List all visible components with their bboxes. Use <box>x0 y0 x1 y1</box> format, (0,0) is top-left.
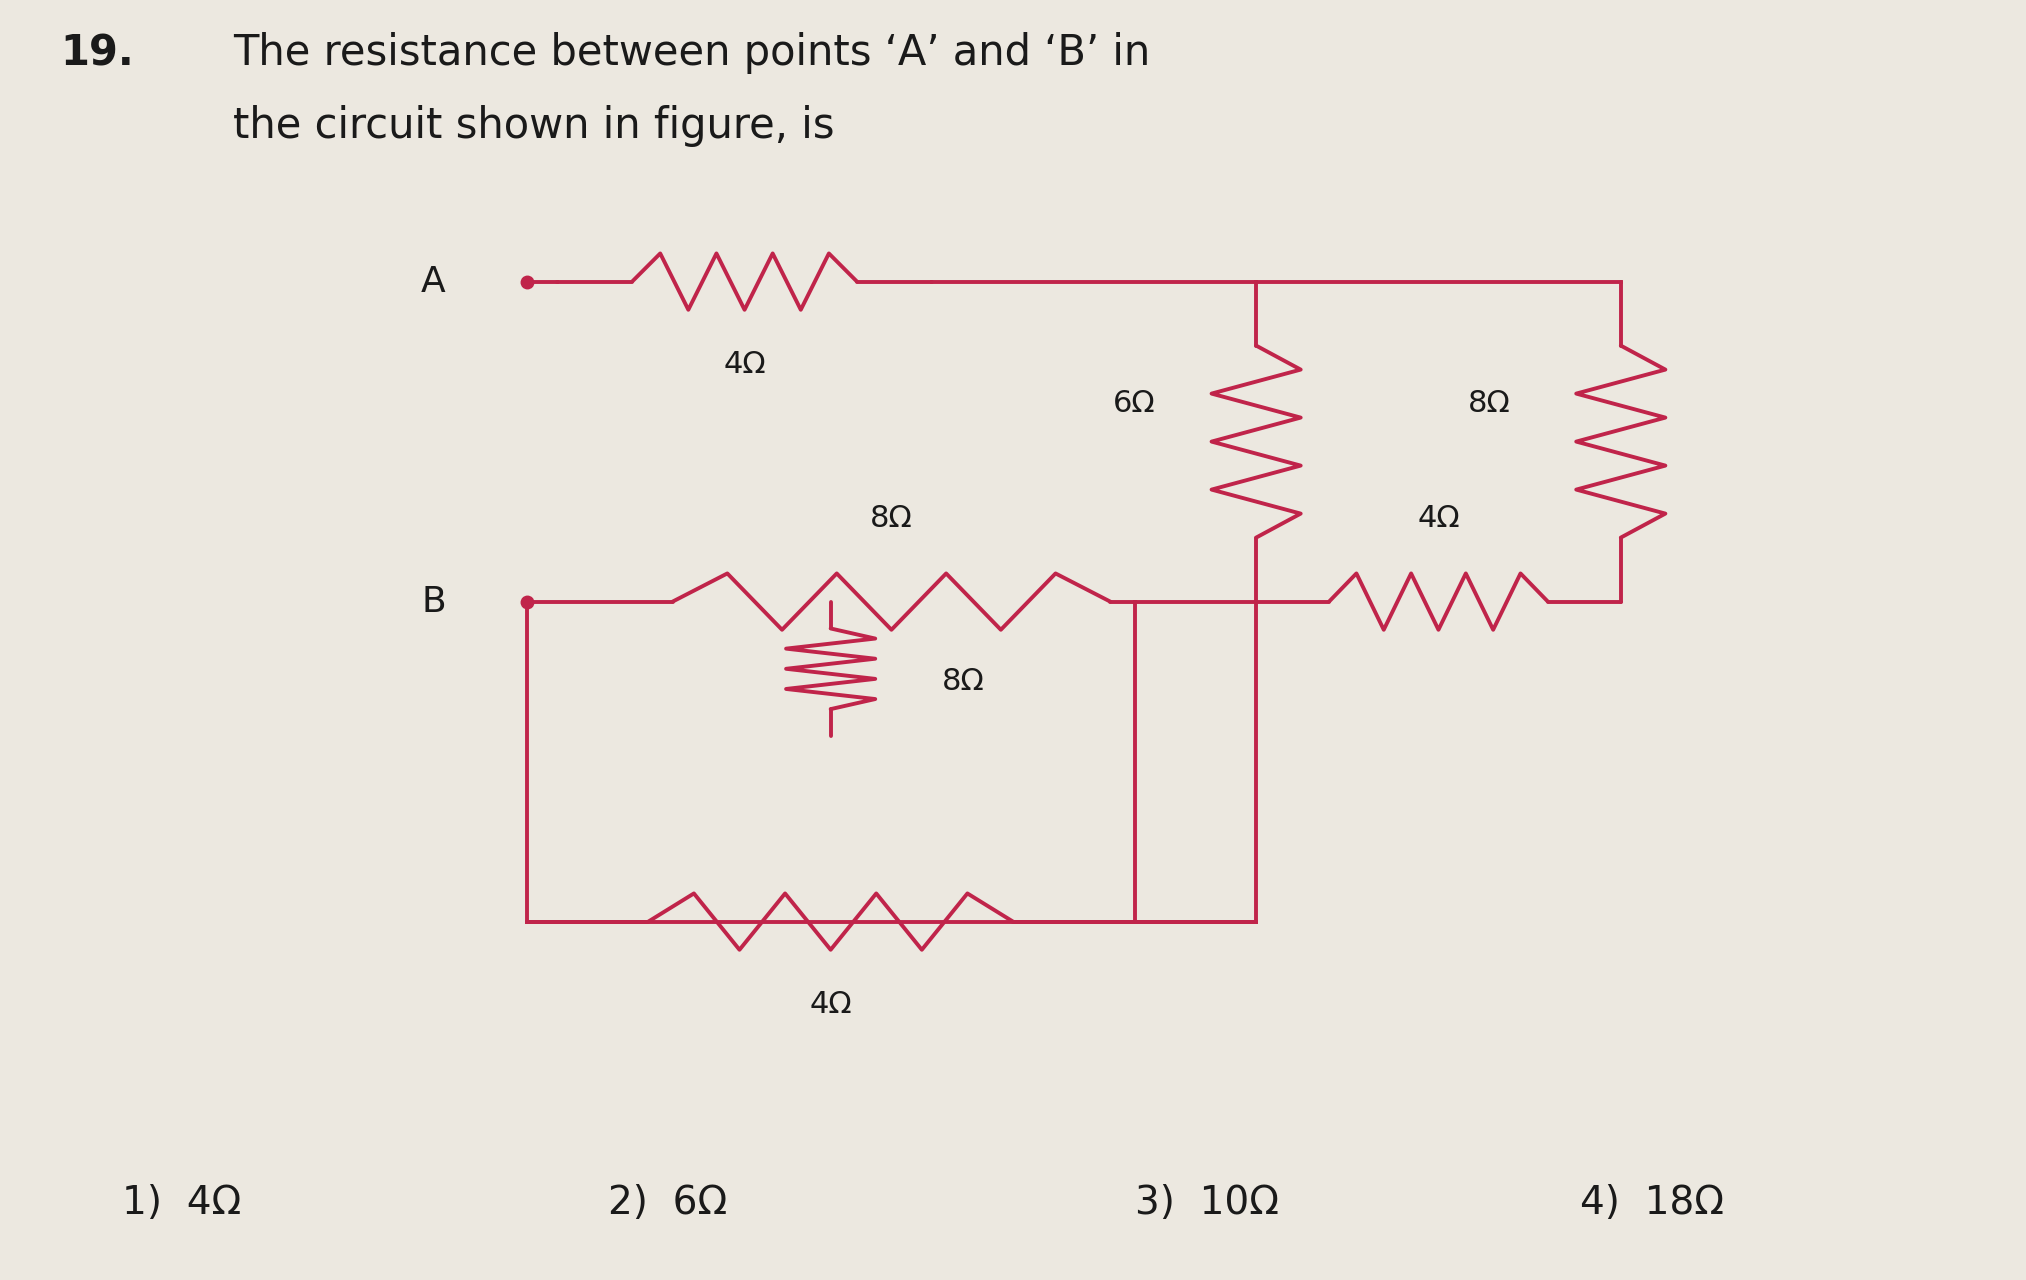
Text: 4Ω: 4Ω <box>723 351 766 379</box>
Text: 4)  18Ω: 4) 18Ω <box>1580 1184 1724 1222</box>
Text: 6Ω: 6Ω <box>1112 389 1157 417</box>
Text: 8Ω: 8Ω <box>869 504 914 532</box>
Text: 4Ω: 4Ω <box>808 991 853 1019</box>
Text: B: B <box>421 585 446 618</box>
Text: 8Ω: 8Ω <box>942 667 985 696</box>
Text: A: A <box>421 265 446 298</box>
Text: 2)  6Ω: 2) 6Ω <box>608 1184 727 1222</box>
Text: 3)  10Ω: 3) 10Ω <box>1135 1184 1278 1222</box>
Text: 4Ω: 4Ω <box>1416 504 1461 532</box>
Text: 1)  4Ω: 1) 4Ω <box>122 1184 241 1222</box>
Text: 19.: 19. <box>61 32 134 74</box>
Text: the circuit shown in figure, is: the circuit shown in figure, is <box>233 105 835 147</box>
Text: 8Ω: 8Ω <box>1467 389 1511 417</box>
Text: The resistance between points ‘A’ and ‘B’ in: The resistance between points ‘A’ and ‘B… <box>233 32 1151 74</box>
